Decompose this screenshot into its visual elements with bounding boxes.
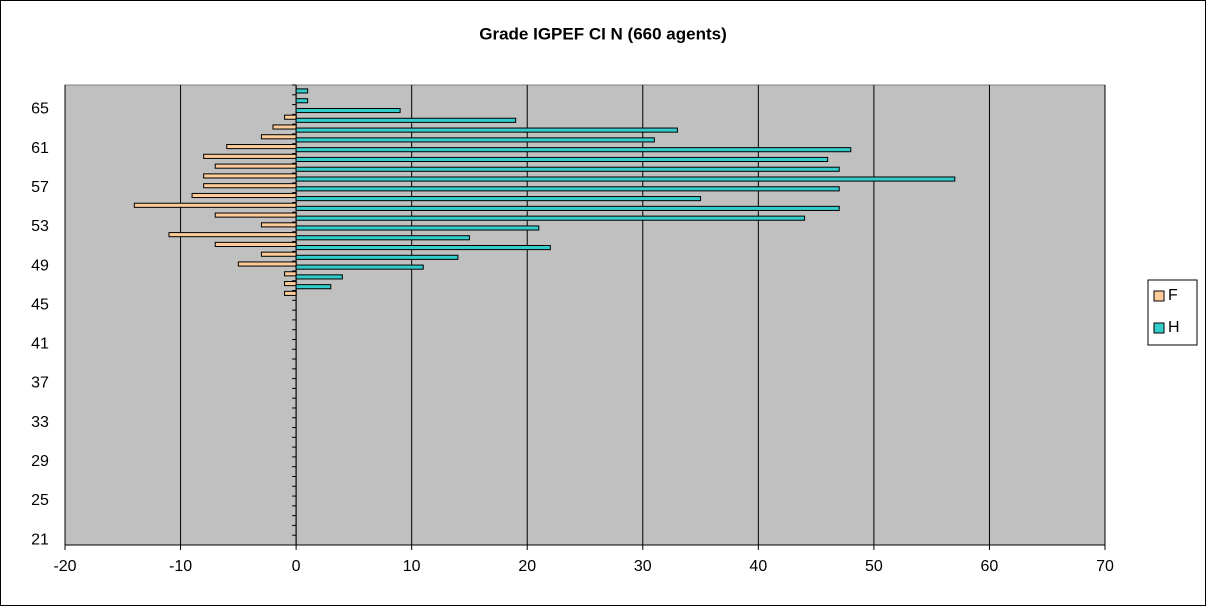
x-tick-label: -20: [53, 558, 76, 575]
bar: [272, 124, 297, 130]
bar: [203, 153, 297, 159]
bar: [295, 244, 551, 251]
bar: [295, 254, 459, 260]
y-tick-label: 61: [31, 140, 49, 157]
bar: [295, 215, 806, 221]
bar: [295, 284, 332, 290]
legend-label: F: [1168, 287, 1178, 304]
bar: [203, 183, 297, 189]
bar: [214, 212, 297, 218]
bar: [237, 261, 297, 267]
bar: [284, 114, 297, 120]
bar: [260, 251, 297, 257]
bar: [295, 166, 840, 172]
bar: [295, 196, 702, 202]
bar: [260, 222, 297, 228]
bar: [295, 98, 309, 104]
y-tick-label: 49: [31, 257, 49, 274]
legend-swatch: [1153, 322, 1165, 334]
x-tick-label: 0: [292, 558, 301, 575]
bar: [260, 134, 297, 140]
bar: [295, 264, 424, 270]
bar: [295, 137, 655, 143]
y-tick-label: 57: [31, 179, 49, 196]
x-tick-label: -10: [169, 558, 192, 575]
y-tick-label: 45: [31, 296, 49, 313]
y-tick-label: 29: [31, 453, 49, 470]
bar: [284, 290, 297, 296]
bar: [191, 192, 297, 199]
legend-swatch: [1153, 290, 1165, 302]
bar: [295, 147, 852, 153]
bar: [168, 232, 297, 238]
bar: [203, 173, 297, 179]
bar: [295, 117, 517, 123]
x-tick-label: 40: [749, 558, 767, 575]
x-tick-label: 50: [865, 558, 883, 575]
bar: [284, 281, 297, 287]
chart-title: Grade IGPEF CI N (660 agents): [479, 24, 727, 43]
y-tick-label: 37: [31, 375, 49, 392]
bar: [295, 176, 956, 182]
y-tick-label: 33: [31, 414, 49, 431]
x-tick-label: 30: [634, 558, 652, 575]
bar: [295, 274, 343, 280]
bar: [295, 235, 470, 241]
bar: [295, 107, 401, 114]
bar: [295, 225, 540, 231]
y-tick-label: 65: [31, 101, 49, 118]
y-tick-label: 25: [31, 492, 49, 509]
x-tick-label: 60: [981, 558, 999, 575]
bar: [295, 88, 309, 94]
bar: [295, 205, 840, 211]
y-tick-label: 41: [31, 336, 49, 353]
x-tick-label: 20: [518, 558, 536, 575]
bar: [214, 241, 297, 247]
y-tick-label: 53: [31, 218, 49, 235]
bar: [214, 163, 297, 169]
bar: [226, 144, 297, 150]
bar: [295, 127, 678, 133]
y-tick-label: 21: [31, 531, 49, 548]
bar: [295, 186, 840, 192]
x-tick-label: 10: [403, 558, 421, 575]
bar: [284, 271, 297, 277]
bar: [295, 156, 829, 163]
legend-label: H: [1168, 319, 1180, 336]
bar: [133, 202, 297, 208]
x-tick-label: 70: [1096, 558, 1114, 575]
